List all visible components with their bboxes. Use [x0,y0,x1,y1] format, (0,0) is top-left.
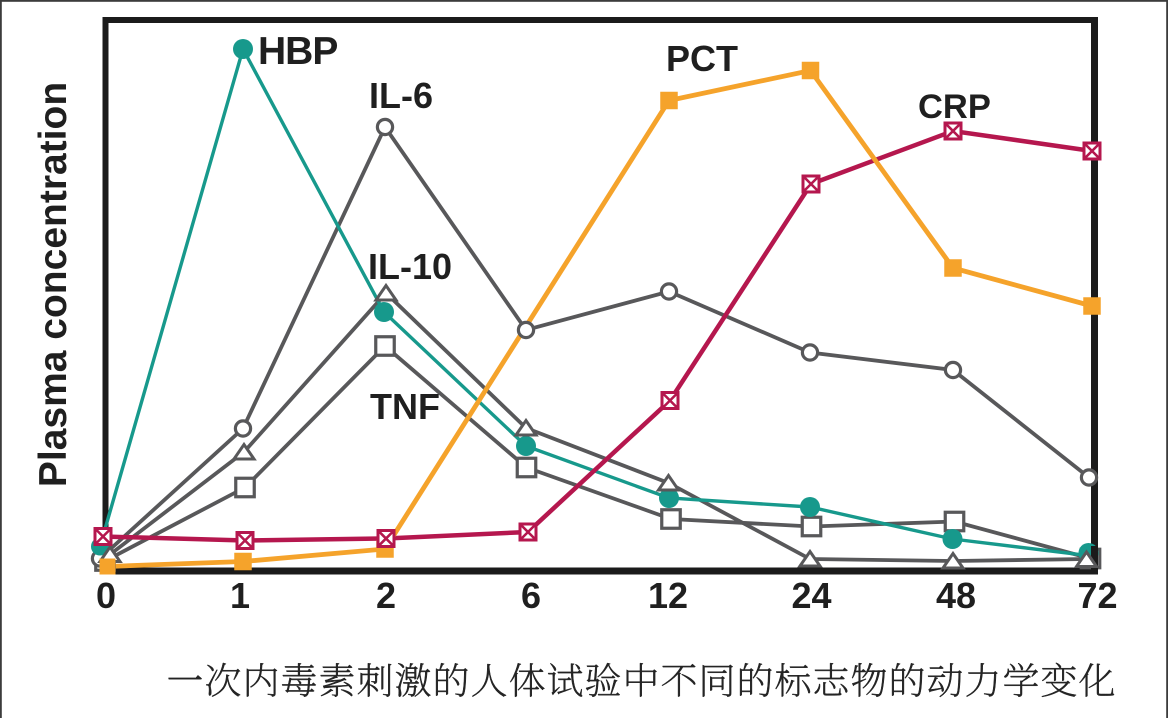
svg-text:IL-6: IL-6 [369,75,433,116]
svg-text:24: 24 [791,575,831,616]
svg-text:TNF: TNF [370,386,440,427]
svg-text:72: 72 [1077,575,1117,616]
svg-text:6: 6 [521,575,541,616]
svg-text:PCT: PCT [666,38,738,79]
svg-text:1: 1 [230,575,250,616]
svg-text:CRP: CRP [918,88,991,126]
svg-text:HBP: HBP [258,30,337,73]
svg-text:0: 0 [96,575,116,616]
svg-text:2: 2 [376,575,396,616]
svg-text:Plasma concentration: Plasma concentration [32,82,75,487]
svg-text:IL-10: IL-10 [368,246,452,287]
svg-text:48: 48 [936,575,976,616]
svg-text:12: 12 [648,575,688,616]
